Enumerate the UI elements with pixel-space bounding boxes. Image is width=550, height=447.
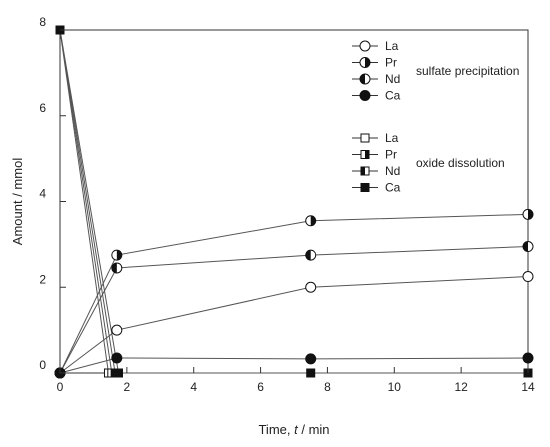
legend-label-0-1: Pr (385, 56, 397, 70)
legend-entry-1-2: Nd (352, 164, 400, 178)
x-axis-title: Time, t / min (258, 422, 329, 437)
data-point-0-1-2 (305, 215, 317, 227)
series-line-0-2 (59, 246, 529, 374)
data-point-1-3-2 (306, 368, 316, 378)
data-point-0-0-1 (111, 324, 123, 336)
legend: La Pr Nd Ca sulfate precipitation La Pr Nd Ca oxi… (352, 39, 519, 195)
legend-entry-0-3: Ca (352, 89, 401, 103)
legend-label-1-0: La (385, 131, 399, 145)
legend-group-label-0: sulfate precipitation (416, 64, 519, 78)
y-tick-label: 4 (39, 187, 46, 201)
series-line-0-3 (59, 357, 529, 374)
legend-marker-1-0 (360, 133, 370, 143)
data-point-0-0-2 (305, 281, 317, 293)
legend-entry-0-1: Pr (352, 56, 397, 70)
plot-border (59, 29, 529, 374)
y-axis-title: Amount / mmol (10, 158, 25, 246)
data-point-0-1-1 (111, 249, 123, 261)
y-tick-label: 8 (39, 15, 46, 29)
legend-entry-1-0: La (352, 131, 399, 145)
x-axis-title-part-0: Time, (258, 422, 294, 437)
x-tick-label: 14 (521, 380, 535, 394)
data-point-0-3-2 (305, 353, 317, 365)
legend-label-0-2: Nd (385, 72, 400, 86)
data-point-0-1-3 (522, 208, 534, 220)
series-line-0-0 (59, 276, 529, 374)
series-line-1-0 (59, 29, 109, 374)
series-line-1-1 (59, 29, 113, 374)
y-tick-label: 2 (39, 272, 46, 286)
data-point-0-2-3 (522, 241, 534, 253)
legend-marker-0-3 (359, 90, 371, 101)
x-tick-label: 8 (324, 380, 331, 394)
x-axis-title-part-1: t (294, 422, 299, 437)
legend-marker-0-0 (359, 40, 371, 52)
x-tick-label: 2 (124, 380, 131, 394)
data-point-0-2-1 (111, 262, 123, 274)
legend-marker-0-2 (359, 73, 371, 85)
legend-marker-1-1 (360, 150, 370, 159)
legend-marker-1-2 (360, 166, 370, 176)
legend-marker-0-1 (359, 57, 371, 68)
x-tick-label: 0 (57, 380, 64, 394)
legend-label-1-2: Nd (385, 164, 400, 178)
legend-entry-0-0: La (352, 39, 399, 53)
legend-label-1-1: Pr (385, 148, 397, 162)
series-markers (54, 25, 534, 379)
legend-entry-0-2: Nd (352, 72, 400, 86)
axis-ticks: 0 2 4 6 8 10 12 14 0 2 4 6 8 (39, 15, 535, 394)
x-tick-label: 6 (257, 380, 264, 394)
y-tick-label: 6 (39, 101, 46, 115)
series-line-0-1 (59, 213, 529, 374)
x-tick-label: 12 (454, 380, 468, 394)
legend-entry-1-3: Ca (352, 181, 401, 195)
x-tick-label: 10 (388, 380, 402, 394)
data-point-0-3-3 (522, 352, 534, 364)
data-point-0-3-1 (111, 352, 123, 364)
legend-label-0-3: Ca (385, 89, 401, 103)
series-line-1-2 (59, 29, 116, 374)
legend-group-label-1: oxide dissolution (416, 156, 505, 170)
data-point-1-3-1 (114, 368, 123, 378)
legend-label-1-3: Ca (385, 181, 401, 195)
series-lines (59, 29, 529, 374)
legend-entry-1-1: Pr (352, 148, 397, 162)
x-axis-title-part-2: / min (298, 422, 330, 437)
data-point-0-0-3 (522, 271, 534, 283)
series-line-1-3 (59, 29, 528, 374)
legend-marker-1-3 (360, 183, 370, 192)
y-tick-label: 0 (39, 358, 46, 372)
data-point-0-2-2 (305, 249, 317, 261)
x-tick-label: 4 (190, 380, 197, 394)
plot-frame (59, 29, 529, 374)
legend-label-0-0: La (385, 39, 399, 53)
